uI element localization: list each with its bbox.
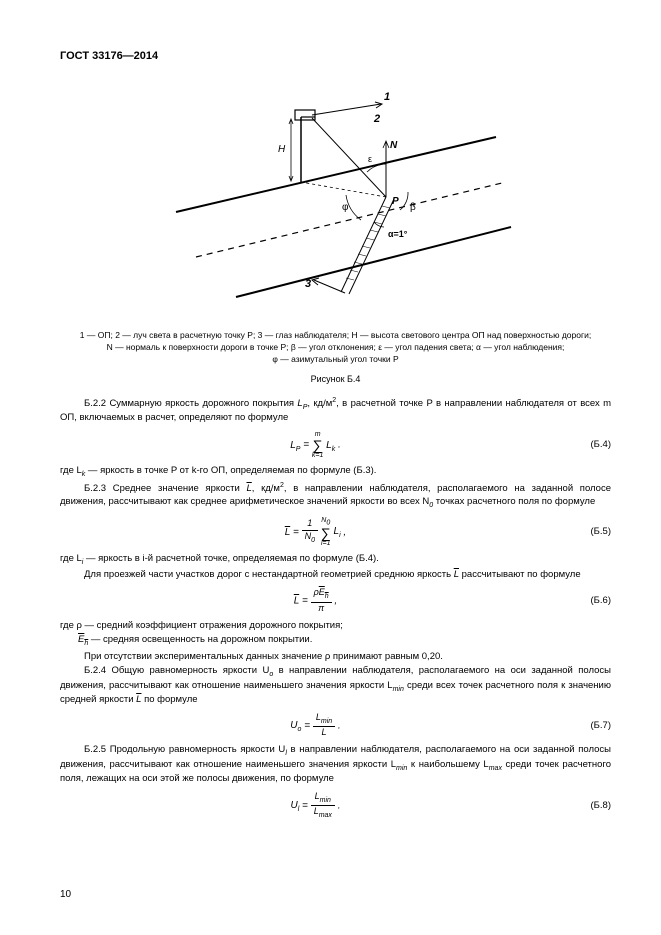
formula-b7: Uo = LminL . (Б.7) [60, 713, 611, 738]
doc-header: ГОСТ 33176—2014 [60, 50, 611, 62]
formula-b6: L = ρEhπ , (Б.6) [60, 588, 611, 613]
svg-text:α=1°: α=1° [388, 229, 408, 239]
svg-text:φ: φ [342, 202, 349, 213]
svg-text:ε: ε [368, 154, 372, 164]
formula-num-b6: (Б.6) [571, 595, 611, 606]
formula-num-b4: (Б.4) [571, 439, 611, 450]
p-b25: Б.2.5 Продольную равномерность яркости U… [60, 744, 611, 785]
formula-num-b7: (Б.7) [571, 720, 611, 731]
formula-b5: L = 1N0 N0∑i=1 Li , (Б.5) [60, 517, 611, 547]
svg-text:P: P [392, 196, 399, 207]
svg-text:N: N [390, 140, 398, 151]
where-eh: Eh — средняя освещенность на дорожном по… [60, 634, 611, 648]
where-li: где Li — яркость в i-й расчетной точке, … [60, 553, 611, 567]
figure-caption: 1 — ОП; 2 — луч света в расчетную точку … [60, 330, 611, 366]
svg-text:3: 3 [305, 278, 311, 290]
figure-title: Рисунок Б.4 [60, 374, 611, 384]
diagram-svg: 1 2 3 H N P φ β ε α=1° [156, 82, 516, 312]
formula-num-b5: (Б.5) [571, 526, 611, 537]
p-b24: Б.2.4 Общую равномерность яркости Uo в н… [60, 665, 611, 706]
page-number: 10 [60, 889, 71, 900]
svg-text:1: 1 [384, 91, 390, 103]
svg-text:2: 2 [373, 113, 380, 125]
p-b22: Б.2.2 Суммарную яркость дорожного покрыт… [60, 396, 611, 425]
p-b23: Б.2.3 Среднее значение яркости L, кд/м2,… [60, 481, 611, 510]
formula-b8: Ul = LminLmax . (Б.8) [60, 792, 611, 820]
svg-text:H: H [278, 144, 286, 155]
rho-default: При отсутствии экспериментальных данных … [60, 651, 611, 664]
where-lk: где Lk — яркость в точке P от k-го ОП, о… [60, 465, 611, 479]
where-rho: где ρ — средний коэффициент отражения до… [60, 620, 611, 633]
formula-num-b8: (Б.8) [571, 800, 611, 811]
p-b23-nonstd: Для проезжей части участков дорог с нест… [60, 569, 611, 582]
svg-text:β: β [410, 202, 416, 213]
formula-b4: LP = m∑k=1 Lk . (Б.4) [60, 431, 611, 459]
figure-b4: 1 2 3 H N P φ β ε α=1° [60, 82, 611, 315]
